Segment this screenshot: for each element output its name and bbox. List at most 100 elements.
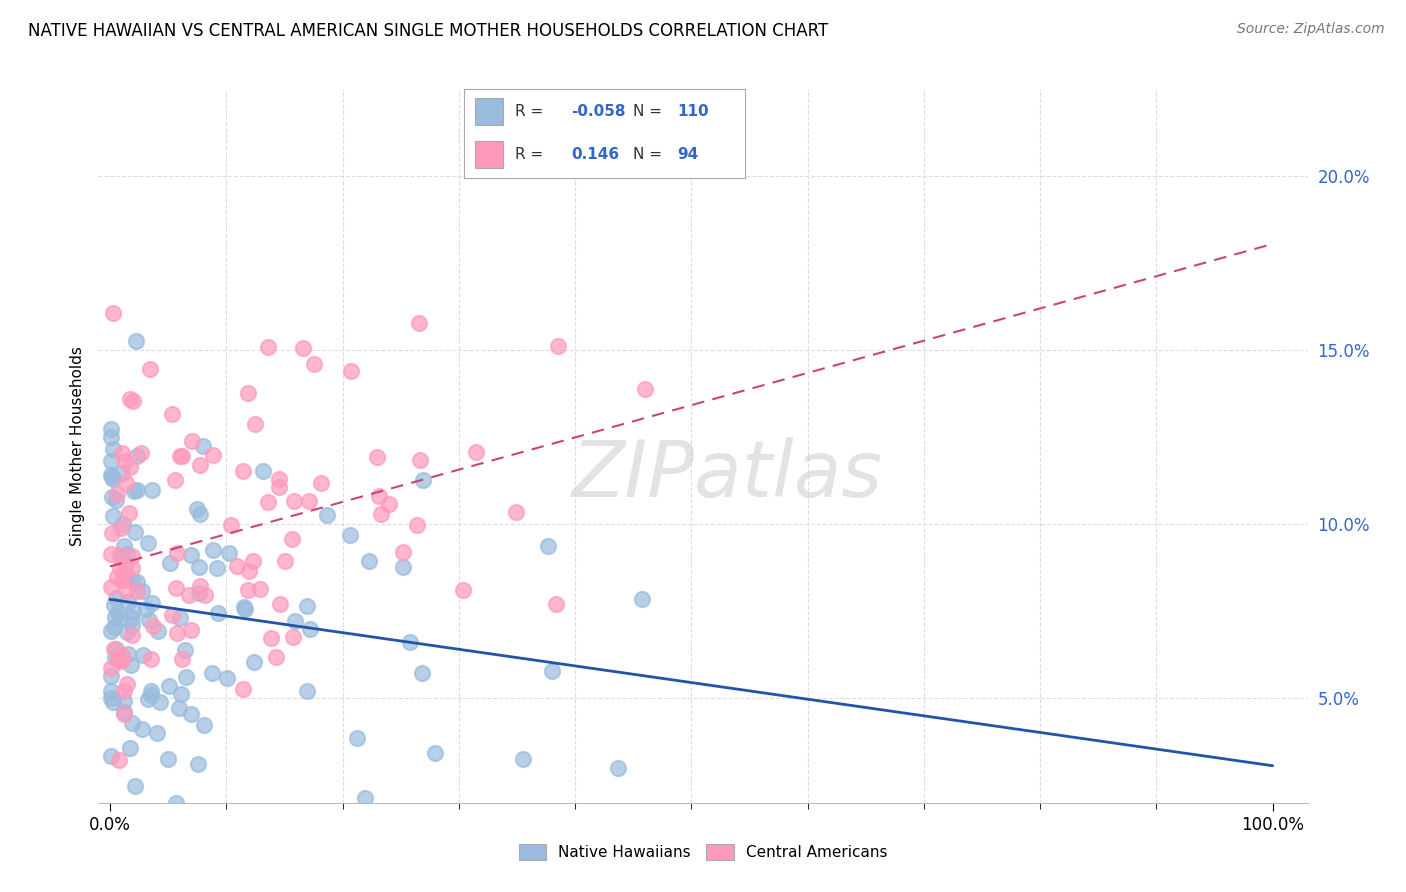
Point bbox=[157, 679, 180, 693]
Point bbox=[110, 654, 132, 668]
Legend: Native Hawaiians, Central Americans: Native Hawaiians, Central Americans bbox=[512, 838, 894, 866]
Point bbox=[135, 601, 157, 615]
Point bbox=[266, 649, 288, 664]
Text: 110: 110 bbox=[678, 104, 709, 119]
Point bbox=[188, 586, 211, 600]
Text: 0.146: 0.146 bbox=[571, 147, 619, 161]
Point bbox=[125, 574, 148, 589]
Point bbox=[138, 362, 160, 376]
Point bbox=[105, 591, 128, 605]
Point bbox=[115, 677, 138, 691]
Point bbox=[121, 561, 143, 575]
Point bbox=[115, 476, 138, 491]
Point bbox=[236, 583, 259, 598]
Point bbox=[100, 661, 122, 675]
Point bbox=[165, 796, 187, 810]
Point bbox=[114, 454, 136, 468]
Point bbox=[179, 588, 201, 602]
Point bbox=[165, 581, 187, 595]
Point bbox=[316, 508, 339, 522]
Text: R =: R = bbox=[515, 147, 543, 161]
Point bbox=[111, 652, 134, 666]
Point bbox=[409, 452, 432, 467]
Point bbox=[181, 434, 204, 448]
Point bbox=[233, 602, 256, 616]
Point bbox=[125, 483, 148, 497]
Point bbox=[111, 648, 134, 663]
Point bbox=[101, 472, 124, 486]
Point bbox=[512, 752, 534, 766]
Point bbox=[274, 554, 297, 568]
Point bbox=[283, 630, 305, 644]
Point bbox=[124, 334, 146, 348]
Point bbox=[112, 516, 135, 531]
Point bbox=[174, 669, 197, 683]
Point bbox=[465, 444, 488, 458]
Point bbox=[110, 520, 132, 534]
Point bbox=[252, 464, 274, 478]
Point bbox=[180, 706, 202, 721]
Point bbox=[406, 517, 429, 532]
Point bbox=[103, 642, 125, 657]
Point bbox=[156, 752, 179, 766]
Point bbox=[100, 454, 122, 468]
Bar bbox=[475, 141, 503, 168]
Point bbox=[100, 547, 122, 561]
Point bbox=[169, 611, 191, 625]
Point bbox=[309, 476, 332, 491]
Point bbox=[124, 779, 146, 793]
Point bbox=[100, 468, 122, 483]
Point bbox=[108, 548, 131, 562]
Point bbox=[115, 547, 138, 561]
Point bbox=[117, 648, 139, 662]
Point bbox=[141, 483, 163, 498]
Point bbox=[249, 582, 271, 597]
Point bbox=[186, 501, 208, 516]
Point bbox=[163, 473, 186, 487]
Point bbox=[118, 506, 141, 520]
Point bbox=[112, 684, 135, 698]
Point bbox=[159, 557, 181, 571]
Point bbox=[131, 446, 153, 460]
Point bbox=[378, 497, 401, 511]
Point bbox=[139, 651, 162, 665]
Point bbox=[269, 597, 291, 611]
Point bbox=[127, 449, 149, 463]
Point bbox=[219, 518, 242, 533]
Point bbox=[547, 339, 569, 353]
Point bbox=[269, 473, 291, 487]
Point bbox=[232, 599, 254, 614]
Point bbox=[111, 573, 134, 587]
Point bbox=[118, 741, 141, 756]
Point bbox=[225, 559, 247, 574]
Point bbox=[607, 761, 630, 775]
Point bbox=[243, 655, 266, 669]
Point bbox=[190, 579, 212, 593]
Point bbox=[256, 340, 278, 354]
Text: N =: N = bbox=[633, 147, 662, 161]
Point bbox=[118, 460, 141, 475]
Point bbox=[425, 747, 447, 761]
Point bbox=[103, 306, 125, 320]
Point bbox=[104, 641, 127, 656]
Point bbox=[193, 718, 215, 732]
Point bbox=[111, 574, 134, 588]
Point bbox=[121, 611, 143, 625]
Point bbox=[101, 508, 124, 523]
Point bbox=[232, 681, 254, 696]
Point bbox=[145, 726, 167, 740]
Point bbox=[100, 430, 122, 444]
Point bbox=[121, 627, 143, 641]
Point bbox=[505, 505, 527, 519]
Point bbox=[100, 490, 122, 504]
Point bbox=[201, 542, 224, 557]
Point bbox=[100, 580, 122, 594]
Point bbox=[187, 757, 209, 772]
Text: 94: 94 bbox=[678, 147, 699, 161]
Point bbox=[188, 507, 211, 521]
Point bbox=[132, 648, 155, 662]
Point bbox=[346, 731, 368, 746]
Point bbox=[302, 357, 325, 371]
Point bbox=[100, 526, 122, 541]
Point bbox=[453, 582, 475, 597]
